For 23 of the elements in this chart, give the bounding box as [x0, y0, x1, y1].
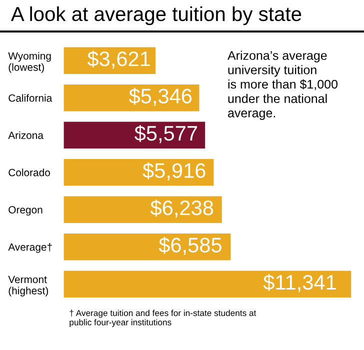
- data-label: $6,238: [150, 200, 214, 218]
- chart-title: A look at average tuition by state: [10, 6, 302, 26]
- bar: [64, 158, 214, 186]
- text: † Average tuition and fees for in-state students at public four-year institutions: [70, 310, 256, 328]
- bar: [64, 122, 206, 149]
- y-tick-label: Colorado: [8, 168, 50, 176]
- y-tick-label: Wyoming (lowest): [8, 52, 51, 73]
- data-label: $3,621: [87, 50, 150, 69]
- bar: [64, 233, 231, 260]
- data-label: $5,346: [128, 88, 192, 106]
- bar: [64, 84, 200, 112]
- y-tick-label: Average†: [8, 243, 52, 253]
- y-tick-label: Oregon: [8, 206, 42, 216]
- bar: [64, 270, 352, 298]
- y-tick-label: California: [8, 94, 52, 102]
- bar: [64, 196, 222, 224]
- data-label: $11,341: [263, 274, 336, 292]
- data-label: $5,916: [142, 162, 206, 180]
- y-tick-label: Arizona: [8, 131, 44, 139]
- annotation: Arizona’s average university tuition is more than $1,000 under the national average.: [228, 50, 338, 120]
- data-label: $5,577: [134, 125, 197, 144]
- data-label: $6,585: [158, 236, 222, 255]
- y-tick-label: Vermont (highest): [8, 276, 48, 296]
